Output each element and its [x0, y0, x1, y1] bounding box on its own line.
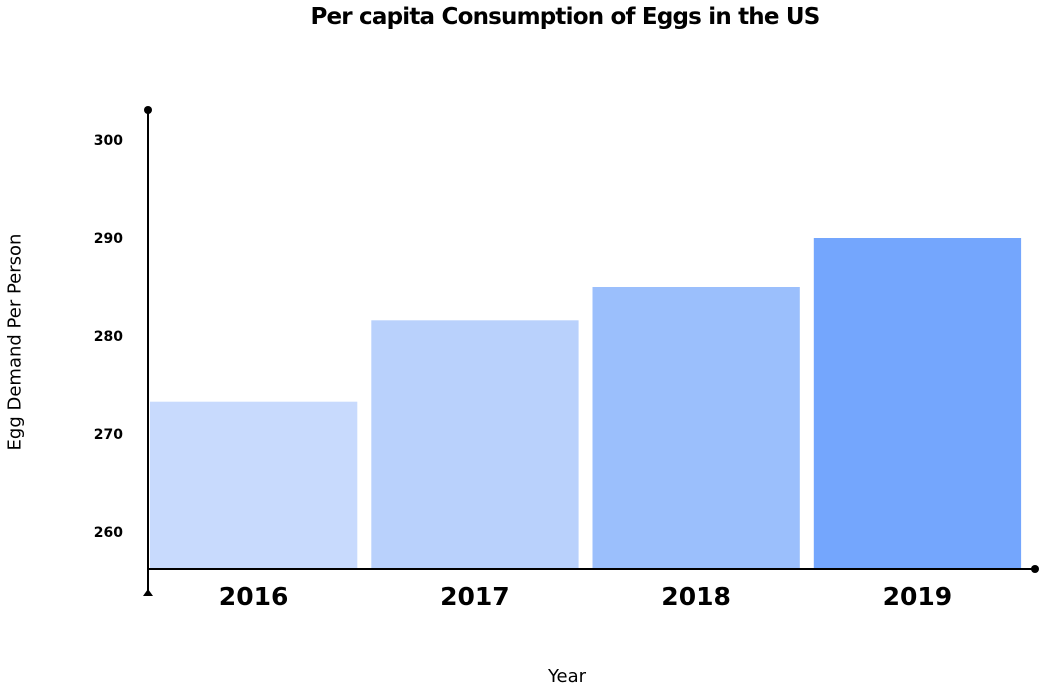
y-tick-label-290: 290	[94, 231, 123, 247]
chart-title: Per capita Consumption of Eggs in the US	[310, 4, 820, 30]
y-tick-label-270: 270	[94, 427, 123, 443]
x-tick-labels: 2016 2017 2018 2019	[219, 582, 952, 611]
axes	[143, 106, 1039, 596]
y-tick-label-280: 280	[94, 329, 123, 345]
x-tick-label-2018: 2018	[661, 582, 731, 611]
bar-2019	[813, 238, 1022, 569]
bar-2018	[592, 287, 800, 569]
y-tick-label-300: 300	[94, 133, 123, 149]
bar-2017	[371, 320, 579, 569]
bar-2016	[150, 401, 358, 569]
y-axis-arrow	[143, 589, 153, 596]
y-tick-label-260: 260	[94, 525, 123, 541]
bars-group	[150, 238, 1022, 569]
x-tick-label-2017: 2017	[440, 582, 510, 611]
x-axis-label: Year	[547, 666, 587, 687]
x-tick-label-2019: 2019	[883, 582, 953, 611]
x-tick-label-2016: 2016	[219, 582, 289, 611]
y-axis-end-dot	[144, 106, 152, 114]
y-tick-labels: 260 270 280 290 300	[94, 133, 123, 541]
x-axis-end-dot	[1031, 565, 1039, 573]
